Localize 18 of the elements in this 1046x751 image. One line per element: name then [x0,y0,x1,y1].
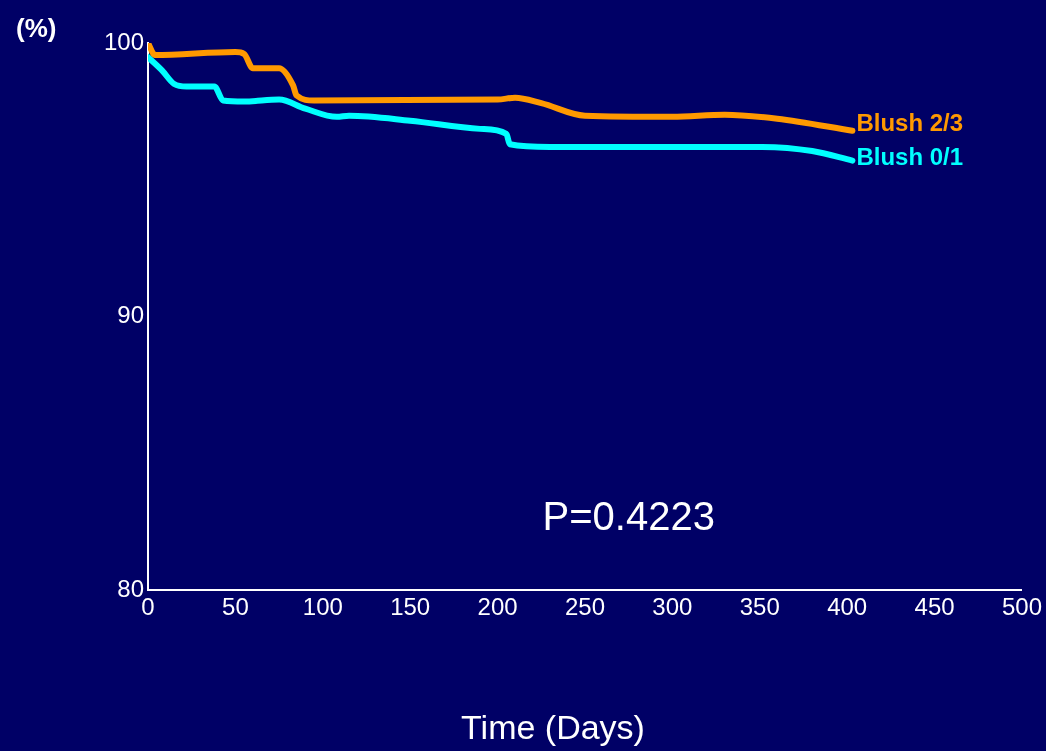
series-label: Blush 2/3 [856,109,964,137]
x-tick-label: 350 [739,593,780,621]
x-tick-label: 300 [652,593,693,621]
x-tick-label: 200 [477,593,518,621]
annotation: P=0.4223 [542,493,715,538]
x-tick-label: 150 [390,593,431,621]
y-tick-label: 100 [103,27,144,55]
y-axis-title: (%) [16,13,57,44]
x-tick-label: 250 [564,593,606,621]
x-axis-title: Time (Days) [461,708,645,747]
series-label: Blush 0/1 [856,143,964,171]
x-tick-label: 450 [914,593,955,621]
x-tick-label: 500 [1001,593,1042,621]
y-tick-label: 80 [117,574,144,602]
x-tick-label: 50 [222,593,249,621]
x-tick-label: 400 [827,593,868,621]
y-tick-label: 90 [117,301,144,329]
x-tick-label: 100 [302,593,343,621]
